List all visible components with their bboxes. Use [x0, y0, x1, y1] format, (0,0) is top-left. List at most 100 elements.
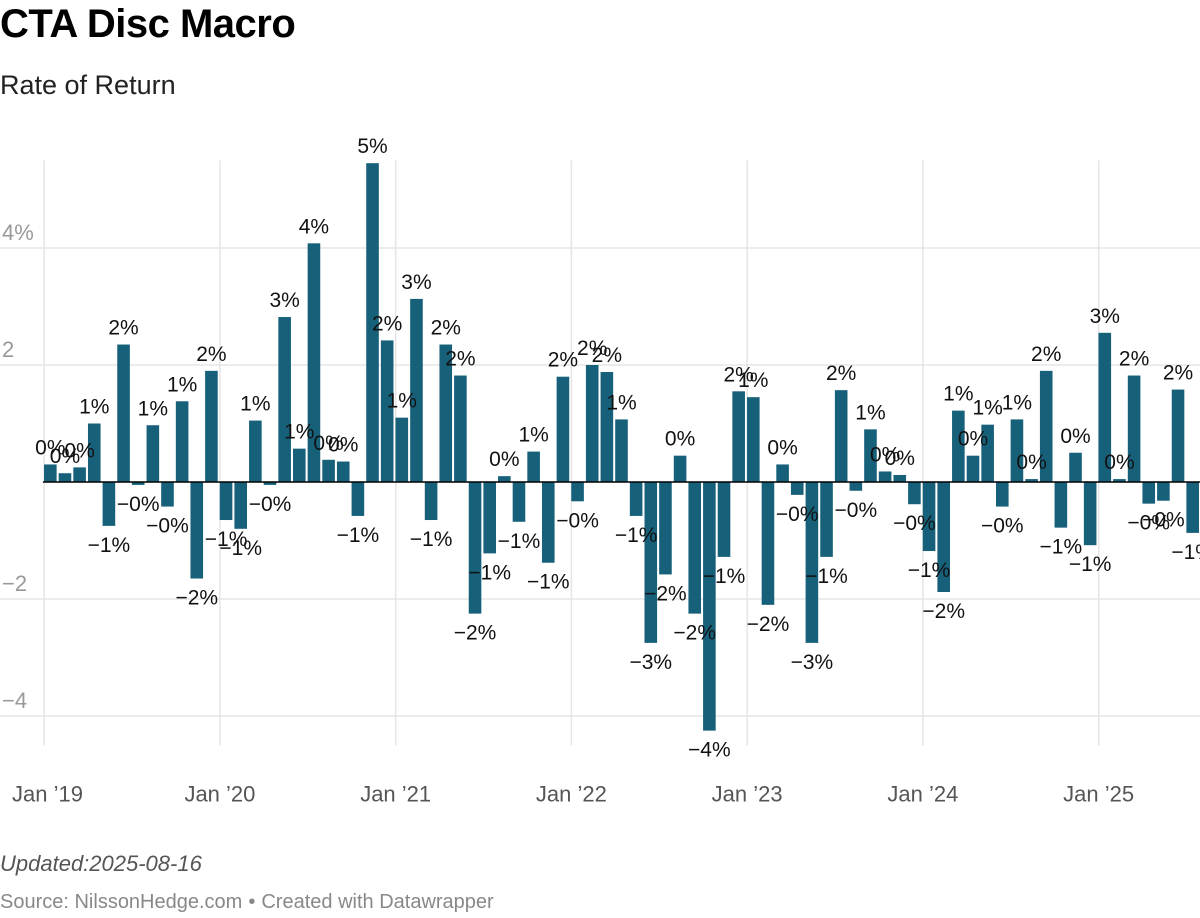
- bar-72: [1098, 332, 1112, 482]
- data-label-56: 1%: [855, 401, 885, 424]
- bar-56: [864, 429, 877, 482]
- data-label-19: 0%: [313, 432, 343, 455]
- bar-0: [44, 464, 57, 482]
- y-tick-label-3: −4: [2, 688, 27, 713]
- data-label-74: 2%: [1119, 348, 1149, 371]
- bar-52: [805, 482, 819, 643]
- y-tick-label-2: −2: [2, 571, 27, 596]
- data-label-62: 1%: [943, 383, 973, 406]
- data-label-15: −0%: [249, 493, 292, 516]
- data-label-45: −4%: [688, 739, 731, 762]
- bar-31: [498, 476, 511, 482]
- x-tick-label-4: Jan ’23: [712, 782, 783, 807]
- data-label-70: 0%: [1060, 425, 1090, 448]
- bar-60: [922, 482, 936, 552]
- x-axis: Jan ’19 Jan ’20 Jan ’21 Jan ’22 Jan ’23 Jan ’…: [12, 782, 1134, 807]
- data-label-68: 2%: [1031, 343, 1061, 366]
- bar-3: [87, 423, 101, 482]
- data-label-32: −1%: [498, 530, 541, 553]
- bar-66: [1010, 419, 1024, 482]
- bar-29: [468, 482, 482, 614]
- y-tick-label-1: 2: [2, 337, 14, 362]
- bar-13: [234, 482, 248, 529]
- data-label-65: −0%: [981, 515, 1024, 538]
- data-label-33: 1%: [518, 424, 548, 447]
- chart-subtitle: Rate of Return: [0, 70, 176, 100]
- bar-65: [995, 482, 1009, 507]
- data-labels: 0%0%0%1%−1%2%−0%1%−0%1%−2%2%−1%−1%1%−0%3…: [35, 135, 1200, 761]
- x-tick-label-1: Jan ’20: [184, 782, 255, 807]
- x-tick-label-2: Jan ’21: [360, 782, 431, 807]
- data-label-27: 2%: [431, 317, 461, 340]
- bar-48: [747, 397, 760, 482]
- data-label-41: −3%: [629, 651, 672, 674]
- bar-32: [512, 482, 526, 522]
- bar-26: [424, 482, 438, 521]
- bar-71: [1083, 482, 1097, 546]
- bar-74: [1127, 375, 1141, 482]
- data-label-23: 2%: [372, 312, 402, 335]
- bar-10: [190, 482, 204, 579]
- bar-38: [600, 372, 614, 482]
- bar-46: [717, 482, 731, 557]
- data-label-12: −1%: [205, 528, 248, 551]
- data-label-76: −0%: [1142, 509, 1185, 532]
- bar-73: [1113, 479, 1126, 482]
- bar-44: [688, 482, 702, 614]
- data-label-43: 0%: [665, 428, 695, 451]
- bars: [44, 163, 1199, 731]
- data-label-57: 0%: [870, 443, 900, 466]
- bar-23: [380, 340, 394, 482]
- data-label-46: −1%: [703, 565, 746, 588]
- bar-42: [659, 482, 672, 575]
- data-label-69: −1%: [1040, 536, 1083, 559]
- data-label-28: 2%: [445, 348, 475, 371]
- source-line: Source: NilssonHedge.com • Created with Da…: [0, 891, 494, 914]
- bar-18: [307, 243, 321, 482]
- data-label-78: −1%: [1171, 541, 1200, 564]
- bar-50: [776, 464, 789, 482]
- bar-77: [1171, 389, 1185, 482]
- bar-19: [322, 459, 335, 482]
- bar-68: [1039, 370, 1053, 482]
- bar-37: [585, 365, 599, 482]
- bar-36: [571, 482, 584, 502]
- data-label-9: 1%: [167, 373, 197, 396]
- x-tick-label-5: Jan ’24: [887, 782, 958, 807]
- bar-47: [732, 391, 745, 482]
- data-label-75: −0%: [1127, 512, 1170, 535]
- credit-text: Created with Datawrapper: [261, 891, 494, 913]
- data-label-40: −1%: [615, 524, 658, 547]
- source-text: Source: NilssonHedge.com: [0, 891, 243, 913]
- bar-63: [966, 455, 980, 482]
- data-label-71: −1%: [1069, 553, 1112, 576]
- data-label-52: −3%: [791, 651, 834, 674]
- bar-70: [1069, 452, 1082, 482]
- data-label-29: −2%: [454, 622, 497, 645]
- separator: •: [248, 891, 256, 913]
- bar-67: [1025, 479, 1038, 482]
- data-label-59: −0%: [893, 512, 936, 535]
- bar-8: [161, 482, 174, 507]
- data-label-48: 1%: [738, 369, 768, 392]
- bar-55: [849, 482, 863, 491]
- updated-note: Updated:2025-08-16: [0, 851, 202, 876]
- bar-40: [629, 482, 643, 516]
- bar-chart: 0%0%0%1%−1%2%−0%1%−0%1%−2%2%−1%−1%1%−0%3…: [0, 135, 1200, 807]
- bar-64: [981, 424, 994, 482]
- bar-15: [263, 482, 277, 485]
- bar-75: [1142, 482, 1156, 504]
- bar-35: [556, 376, 570, 482]
- bar-51: [790, 482, 804, 495]
- data-label-49: −2%: [747, 613, 790, 636]
- data-label-38: 2%: [592, 344, 622, 367]
- bar-59: [908, 482, 921, 505]
- data-label-64: 1%: [972, 397, 1002, 420]
- data-label-11: 2%: [196, 343, 226, 366]
- data-label-6: −0%: [117, 493, 160, 516]
- data-label-61: −2%: [922, 600, 965, 623]
- data-label-7: 1%: [138, 397, 168, 420]
- bar-43: [673, 455, 687, 482]
- bar-22: [366, 163, 379, 483]
- data-label-37: 2%: [577, 337, 607, 360]
